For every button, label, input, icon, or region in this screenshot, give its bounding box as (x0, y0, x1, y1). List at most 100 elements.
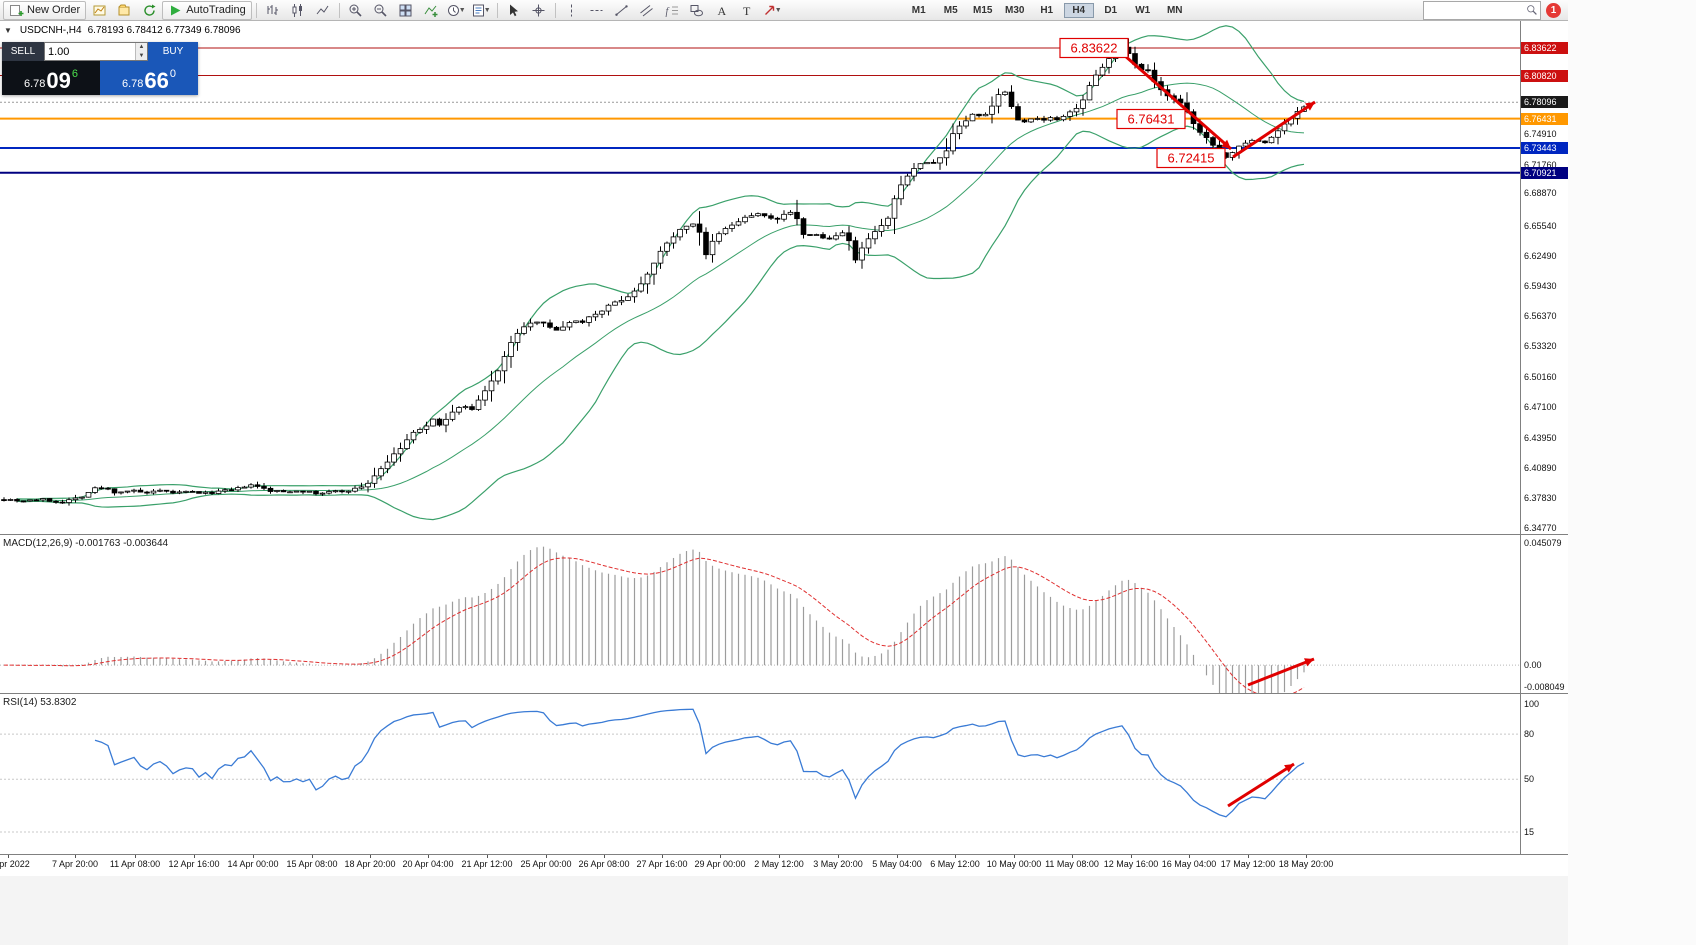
channel-tool-button[interactable] (635, 0, 659, 20)
toolbar-separator (554, 2, 556, 18)
notification-badge[interactable]: 1 (1546, 2, 1561, 18)
time-axis-label: 15 Apr 08:00 (286, 859, 338, 869)
price-axis-tag: 6.78096 (1521, 96, 1568, 109)
buy-price[interactable]: 6.78 66 0 (100, 61, 198, 95)
time-axis-label: 18 May 20:00 (1278, 859, 1334, 869)
sell-button[interactable]: SELL (2, 42, 44, 61)
volume-input[interactable] (45, 43, 135, 60)
sell-price-main: 6.78 (23, 78, 46, 90)
label-icon: T (743, 4, 751, 18)
shapes-icon (690, 4, 704, 16)
rsi-axis: 100 80 50 15 (1520, 694, 1568, 854)
buy-button[interactable]: BUY (148, 42, 198, 61)
symbol-title: USDCNH-,H4 (19, 25, 82, 36)
toolbar: New Order AutoTrading ▼ ▼ f A T ▼ M1 M5 M (0, 0, 1568, 21)
timeframe-h4[interactable]: H4 (1063, 2, 1094, 18)
zoom-out-button[interactable] (369, 0, 393, 20)
vertical-line-icon (571, 4, 573, 16)
horizontal-line-icon (590, 9, 603, 11)
volume-down-icon[interactable]: ▼ (136, 51, 147, 60)
timeframe-h1[interactable]: H1 (1040, 4, 1054, 16)
time-axis-label: 14 Apr 00:00 (227, 859, 279, 869)
time-axis-label: 27 Apr 16:00 (636, 859, 688, 869)
sell-price[interactable]: 6.78 09 6 (2, 61, 100, 95)
search-box (1423, 0, 1541, 20)
time-axis-tick (779, 855, 780, 858)
autotrading-label: AutoTrading (186, 4, 246, 16)
time-axis-tick (1014, 855, 1015, 858)
refresh-button[interactable] (137, 0, 161, 20)
mt4-window: New Order AutoTrading ▼ ▼ f A T ▼ M1 M5 M (0, 0, 1568, 945)
macd-axis: 0.045079 0.00 -0.008049 (1520, 535, 1568, 693)
time-axis-tick (370, 855, 371, 858)
arrows-caret-icon: ▼ (774, 6, 782, 14)
rsi-axis-label: 15 (1524, 827, 1535, 837)
zoom-in-icon (349, 4, 362, 17)
symbol-info: ▼ USDCNH-,H4 6.78193 6.78412 6.77349 6.7… (4, 25, 241, 36)
label-tool-button[interactable]: T (735, 0, 759, 20)
indicators-button[interactable] (419, 0, 443, 20)
timeframe-m1[interactable]: M1 (911, 4, 926, 16)
shapes-tool-button[interactable] (685, 0, 709, 20)
text-icon: A (718, 4, 727, 18)
tile-windows-button[interactable] (394, 0, 418, 20)
sell-price-big: 09 (46, 68, 71, 93)
arrows-tool-button[interactable]: ▼ (760, 0, 784, 20)
timeframe-w1[interactable]: W1 (1135, 4, 1151, 16)
bar-chart-button[interactable] (261, 0, 285, 20)
new-order-label: New Order (27, 4, 81, 16)
line-chart-icon (316, 5, 329, 14)
time-axis-label: 29 Apr 00:00 (694, 859, 746, 869)
templates-button[interactable]: ▼ (469, 0, 493, 20)
crosshair-icon (532, 4, 545, 16)
cursor-tool-button[interactable] (502, 0, 526, 20)
time-axis-label: 18 Apr 20:00 (344, 859, 396, 869)
trendline-tool-button[interactable] (610, 0, 634, 20)
search-icon[interactable] (1526, 4, 1538, 16)
horizontal-line-tool-button[interactable] (585, 0, 609, 20)
time-axis-tick (1131, 855, 1132, 858)
periods-button[interactable]: ▼ (444, 0, 468, 20)
time-axis-label: 5 Apr 2022 (0, 859, 30, 869)
volume-field: ▲ ▼ (44, 42, 148, 61)
timeframe-d1[interactable]: D1 (1104, 4, 1118, 16)
volume-up-icon[interactable]: ▲ (136, 43, 147, 52)
macd-axis-label: 0.00 (1524, 660, 1542, 670)
macd-label: MACD(12,26,9) -0.001763 -0.003644 (3, 538, 169, 549)
time-axis-tick (546, 855, 547, 858)
timeframe-m30[interactable]: M30 (1004, 4, 1025, 16)
candlestick-chart-button[interactable] (286, 0, 310, 20)
svg-text:6.76431: 6.76431 (1128, 112, 1175, 127)
main-chart-svg[interactable]: 6.83622 6.76431 6.72415 (0, 21, 1520, 534)
buy-price-main: 6.78 (121, 78, 144, 90)
timeframe-m15[interactable]: M15 (972, 4, 993, 16)
new-order-button[interactable]: New Order (3, 0, 87, 20)
timeframe-m5[interactable]: M5 (943, 4, 958, 16)
price-axis-label: 6.68870 (1524, 187, 1557, 198)
fibonacci-tool-button[interactable]: f (660, 0, 684, 20)
vertical-line-tool-button[interactable] (560, 0, 584, 20)
time-axis[interactable]: 5 Apr 2022 7 Apr 20:00 11 Apr 08:00 12 Apr … (0, 854, 1568, 873)
macd-chart-svg[interactable] (0, 535, 1520, 694)
time-axis-tick (428, 855, 429, 858)
new-chart-button[interactable] (87, 0, 111, 20)
line-chart-button[interactable] (311, 0, 335, 20)
search-input[interactable] (1424, 3, 1524, 17)
time-axis-tick (135, 855, 136, 858)
time-axis-tick (1306, 855, 1307, 858)
rsi-chart-svg[interactable] (0, 694, 1520, 855)
text-tool-button[interactable]: A (710, 0, 734, 20)
profiles-button[interactable] (112, 0, 136, 20)
toolbar-separator (255, 2, 257, 18)
price-axis-label: 6.62490 (1524, 250, 1557, 261)
autotrading-button[interactable]: AutoTrading (162, 0, 252, 20)
one-click-toggle-icon[interactable]: ▼ (4, 26, 12, 35)
svg-text:f: f (666, 6, 670, 17)
time-axis-tick (312, 855, 313, 858)
timeframe-mn[interactable]: MN (1166, 4, 1183, 16)
crosshair-tool-button[interactable] (527, 0, 551, 20)
price-axis-label: 6.37830 (1524, 492, 1557, 503)
zoom-in-button[interactable] (344, 0, 368, 20)
price-axis-label: 6.40890 (1524, 462, 1557, 473)
time-axis-tick (194, 855, 195, 858)
